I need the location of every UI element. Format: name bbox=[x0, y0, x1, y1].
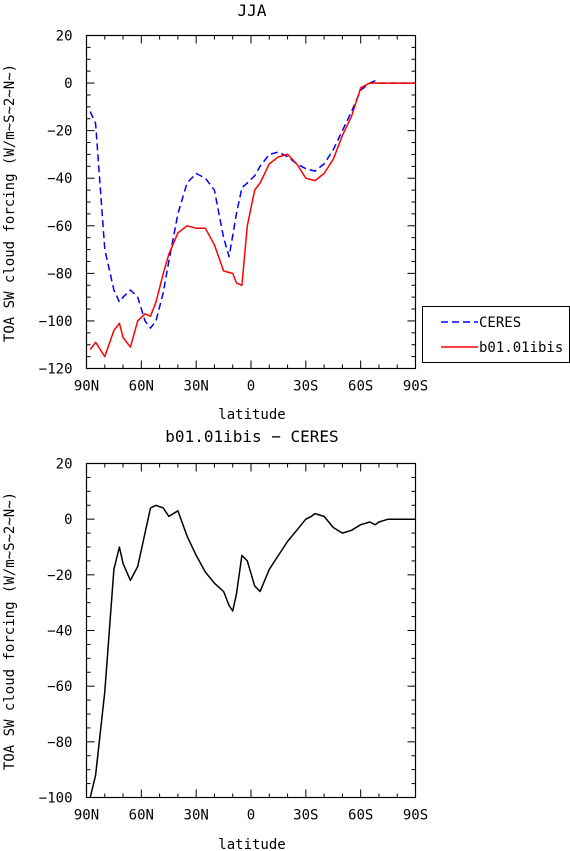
x-tick-label: 60S bbox=[348, 379, 373, 395]
legend: CERES b01.01ibis bbox=[422, 306, 570, 363]
panel-jja: JJA 20 0 −20 −40 −60 −80 −100 −120 90N 60N 30N 0 30… bbox=[2, 1, 428, 423]
x-axis-label: latitude bbox=[218, 407, 285, 423]
x-tick-label: 60S bbox=[348, 808, 373, 824]
y-tick-label: −120 bbox=[39, 362, 73, 378]
x-tick-label: 0 bbox=[247, 808, 255, 824]
x-axis-label: latitude bbox=[218, 837, 285, 851]
y-tick-label: −40 bbox=[47, 171, 72, 187]
y-tick-labels: 20 0 −20 −40 −60 −80 −100 −120 bbox=[39, 29, 73, 378]
y-tick-label: −80 bbox=[47, 266, 72, 282]
series-line-diff-0 bbox=[89, 504, 416, 798]
y-tick-label: −20 bbox=[47, 124, 72, 140]
legend-label-ceres: CERES bbox=[479, 315, 521, 331]
x-tick-label: 90S bbox=[403, 379, 428, 395]
plot-frame bbox=[85, 462, 417, 799]
x-tick-label: 30S bbox=[293, 808, 318, 824]
series-line-b01-01ibis bbox=[89, 82, 416, 358]
x-tick-label: 90N bbox=[74, 379, 99, 395]
y-tick-label: 20 bbox=[56, 29, 73, 45]
y-tick-label: 20 bbox=[56, 457, 73, 473]
x-tick-label: 60N bbox=[129, 379, 154, 395]
series-group bbox=[89, 504, 416, 798]
x-tick-label: 60N bbox=[129, 808, 154, 824]
series-group bbox=[89, 79, 416, 358]
y-tick-label: 0 bbox=[64, 76, 72, 92]
y-tick-label: −60 bbox=[47, 219, 72, 235]
y-tick-label: 0 bbox=[64, 512, 72, 528]
y-axis-label: TOA SW cloud forcing (W/m~S~2~N~) bbox=[2, 492, 18, 770]
panel-title: JJA bbox=[238, 1, 267, 20]
axis-ticks bbox=[86, 463, 416, 798]
y-tick-label: −40 bbox=[47, 624, 72, 640]
axis-ticks bbox=[86, 35, 416, 369]
y-tick-label: −60 bbox=[47, 679, 72, 695]
y-tick-labels: 20 0 −20 −40 −60 −80 −100 bbox=[39, 457, 73, 807]
series-line-ceres bbox=[89, 79, 416, 329]
y-axis-label: TOA SW cloud forcing (W/m~S~2~N~) bbox=[2, 64, 18, 342]
y-tick-label: −80 bbox=[47, 735, 72, 751]
x-tick-labels: 90N 60N 30N 0 30S 60S 90S bbox=[74, 379, 428, 395]
x-tick-label: 90S bbox=[403, 808, 428, 824]
legend-label-model: b01.01ibis bbox=[479, 340, 563, 356]
x-tick-label: 30N bbox=[184, 379, 209, 395]
legend-frame bbox=[422, 306, 570, 363]
x-tick-labels: 90N 60N 30N 0 30S 60S 90S bbox=[74, 808, 428, 824]
x-tick-label: 30N bbox=[184, 808, 209, 824]
x-tick-label: 90N bbox=[74, 808, 99, 824]
panel-difference: b01.01ibis − CERES 20 0 −20 −40 −60 −80 −100 9… bbox=[2, 427, 428, 851]
y-tick-label: −20 bbox=[47, 568, 72, 584]
panel-title: b01.01ibis − CERES bbox=[165, 427, 338, 446]
x-tick-label: 0 bbox=[247, 379, 255, 395]
y-tick-label: −100 bbox=[39, 791, 73, 807]
x-tick-label: 30S bbox=[293, 379, 318, 395]
y-tick-label: −100 bbox=[39, 314, 73, 330]
